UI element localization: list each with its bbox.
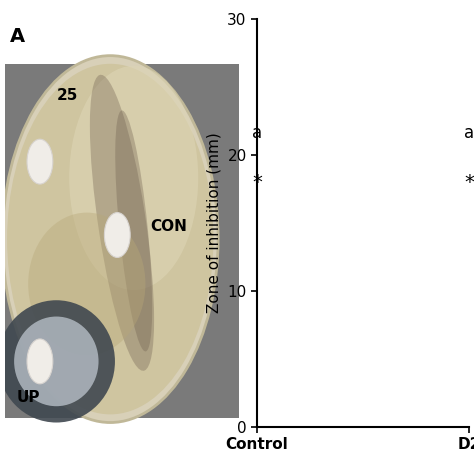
Ellipse shape — [14, 317, 99, 406]
Ellipse shape — [90, 75, 154, 371]
Bar — [5, 19, 239, 64]
Text: a: a — [252, 124, 262, 142]
Circle shape — [27, 139, 53, 184]
Text: *: * — [252, 173, 262, 191]
Text: 25: 25 — [56, 89, 78, 103]
Ellipse shape — [115, 110, 152, 351]
Text: CON: CON — [150, 219, 187, 234]
Ellipse shape — [2, 55, 218, 422]
Text: UP: UP — [17, 390, 40, 405]
Bar — [5, 419, 239, 427]
Y-axis label: Zone of inhibition (mm): Zone of inhibition (mm) — [207, 132, 222, 313]
Ellipse shape — [0, 300, 115, 422]
Text: a: a — [464, 124, 474, 142]
Ellipse shape — [28, 213, 146, 356]
Ellipse shape — [69, 66, 198, 290]
Text: *: * — [465, 173, 474, 191]
Text: A: A — [9, 27, 25, 46]
Ellipse shape — [7, 64, 213, 414]
Circle shape — [27, 339, 53, 384]
Circle shape — [104, 212, 130, 257]
